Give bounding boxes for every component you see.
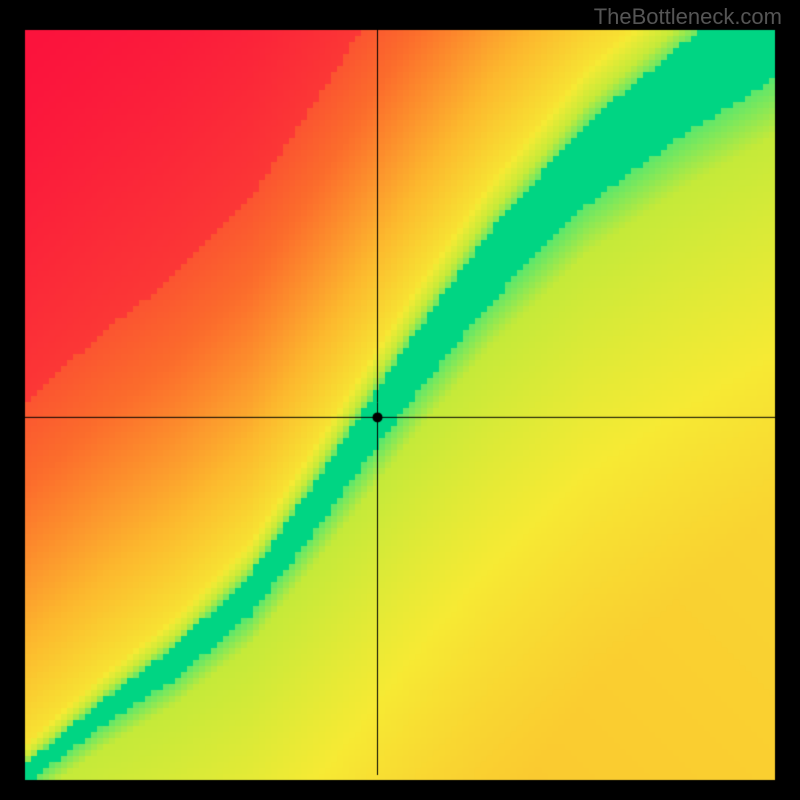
bottleneck-heatmap <box>0 0 800 800</box>
watermark-label: TheBottleneck.com <box>594 4 782 30</box>
